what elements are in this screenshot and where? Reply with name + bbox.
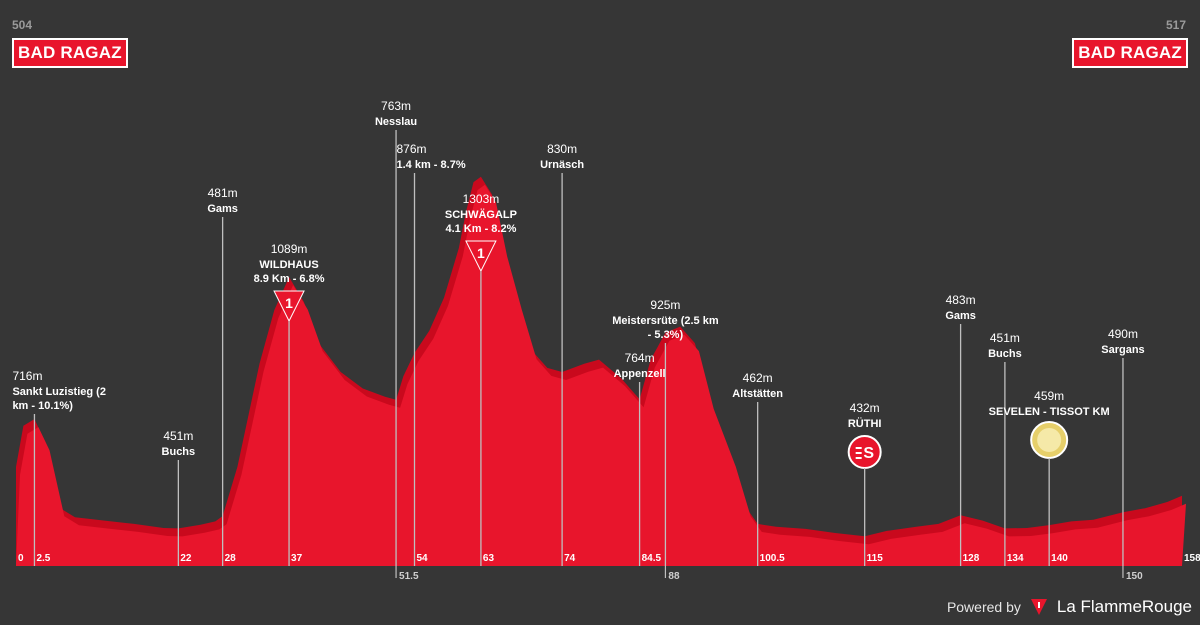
flamme-rouge-logo-icon xyxy=(1030,599,1047,615)
km-label: 128 xyxy=(963,553,980,564)
km-label: 54 xyxy=(417,553,429,564)
climb-category-icon xyxy=(273,290,305,323)
km-label: 140 xyxy=(1051,553,1068,564)
waypoint-name: Appenzell xyxy=(614,368,666,380)
km-label: 74 xyxy=(564,553,576,564)
waypoint-name: SEVELEN - TISSOT KM xyxy=(989,406,1110,418)
km-label: 84.5 xyxy=(642,553,662,564)
waypoint-altitude: 925m xyxy=(650,298,680,312)
waypoint-altitude: 763m xyxy=(381,99,411,113)
waypoint-name: km - 10.1%) xyxy=(12,400,73,412)
km-label: 63 xyxy=(483,553,495,564)
km-label: 115 xyxy=(867,553,884,564)
km-label: 51.5 xyxy=(399,571,419,582)
powered-by: Powered by La FlammeRouge xyxy=(947,597,1192,617)
waypoint-altitude: 1303m xyxy=(463,192,500,206)
finish-marker-number: 517 xyxy=(1165,18,1186,32)
waypoint-name: SCHWÄGALP xyxy=(445,208,517,221)
waypoint-altitude: 876m xyxy=(397,142,427,156)
finish-town-label: BAD RAGAZ xyxy=(1072,38,1188,68)
waypoint-name: 4.1 Km - 8.2% xyxy=(445,223,516,235)
climb-category-icon xyxy=(465,240,497,273)
waypoint-altitude: 451m xyxy=(990,331,1020,345)
waypoint-name: Meistersrüte (2.5 km xyxy=(612,315,719,327)
waypoint-name: WILDHAUS xyxy=(259,259,318,271)
waypoint-altitude: 490m xyxy=(1108,327,1138,341)
waypoint-altitude: 483m xyxy=(946,293,976,307)
waypoint-name: 8.9 Km - 6.8% xyxy=(254,273,325,285)
waypoint-name: 1.4 km - 8.7% xyxy=(397,159,466,171)
golden-km-inner xyxy=(1037,428,1062,452)
powered-by-label: Powered by xyxy=(946,599,1021,615)
km-label: 134 xyxy=(1007,553,1024,564)
waypoint-altitude: 830m xyxy=(547,142,577,156)
km-label: 2.5 xyxy=(36,553,50,564)
waypoint-name: Sargans xyxy=(1101,344,1144,356)
waypoint-altitude: 481m xyxy=(208,186,238,200)
waypoint-altitude: 459m xyxy=(1034,389,1064,403)
km-label: 158 xyxy=(1184,553,1200,564)
waypoint-name: Gams xyxy=(945,310,976,322)
waypoint-altitude: 462m xyxy=(743,371,773,385)
waypoint-name: - 5.3%) xyxy=(648,329,684,341)
start-marker-number: 504 xyxy=(12,18,33,32)
km-label: 22 xyxy=(180,553,192,564)
waypoint-altitude: 1089m xyxy=(271,242,308,256)
waypoint-name: Sankt Luzistieg (2 xyxy=(12,386,106,398)
waypoint-name: Buchs xyxy=(162,446,196,458)
waypoint-name: Urnäsch xyxy=(540,159,584,171)
waypoint-name: Buchs xyxy=(988,348,1022,360)
climb-category-label: 1 xyxy=(285,295,293,311)
profile-area xyxy=(16,184,1186,567)
sprint-icon-lines xyxy=(855,447,862,459)
waypoint-altitude: 432m xyxy=(850,401,880,415)
waypoint-altitude: 764m xyxy=(625,351,655,365)
km-label: 0 xyxy=(18,553,24,564)
km-label: 37 xyxy=(291,553,303,564)
climb-category-label: 1 xyxy=(477,245,485,261)
waypoint-name: Nesslau xyxy=(375,116,417,128)
km-label: 100.5 xyxy=(760,553,785,564)
waypoint-name: Gams xyxy=(207,203,238,215)
sprint-icon-letter: S xyxy=(863,445,874,462)
km-label: 88 xyxy=(668,571,680,582)
waypoint-altitude: 451m xyxy=(163,429,193,443)
start-town-label: BAD RAGAZ xyxy=(12,38,128,68)
km-label: 28 xyxy=(225,553,237,564)
brand-name: La FlammeRouge xyxy=(1056,597,1192,616)
waypoint-altitude: 716m xyxy=(12,369,42,383)
km-label: 150 xyxy=(1126,571,1143,582)
waypoint-name: Altstätten xyxy=(732,388,783,400)
waypoint-name: RÜTHI xyxy=(848,417,882,430)
